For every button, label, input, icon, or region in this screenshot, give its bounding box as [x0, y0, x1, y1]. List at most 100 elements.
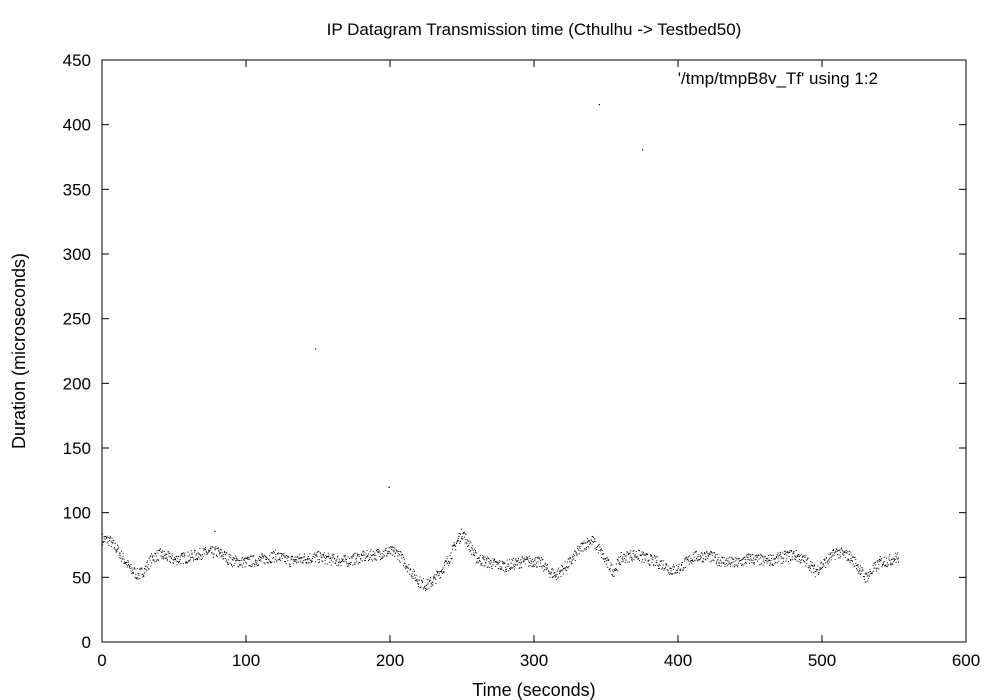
data-point: [136, 577, 138, 579]
data-point: [285, 561, 286, 562]
data-point: [486, 556, 488, 558]
data-point: [415, 579, 417, 581]
data-point: [244, 558, 246, 560]
data-point: [603, 553, 605, 555]
legend-label: '/tmp/tmpB8v_Tf' using 1:2: [678, 69, 878, 88]
data-point: [106, 537, 107, 539]
data-point: [799, 554, 801, 556]
data-point: [631, 557, 633, 559]
data-point: [650, 555, 652, 557]
data-point: [459, 542, 461, 544]
data-point: [753, 561, 755, 563]
data-point: [691, 560, 693, 561]
data-point: [566, 566, 568, 568]
data-point: [373, 555, 375, 557]
data-point: [608, 560, 610, 562]
data-point: [400, 551, 402, 553]
data-point: [822, 563, 824, 565]
data-point: [360, 559, 362, 561]
data-point: [557, 569, 559, 571]
data-point: [505, 568, 507, 570]
data-point: [882, 564, 884, 566]
data-point: [228, 554, 230, 556]
data-point: [775, 558, 777, 560]
data-point: [793, 551, 795, 552]
data-point: [664, 567, 666, 569]
data-point: [226, 552, 228, 554]
data-point: [243, 559, 245, 561]
data-point: [835, 550, 837, 552]
data-point: [583, 540, 585, 542]
data-point: [433, 576, 435, 578]
data-point: [894, 552, 896, 554]
data-point: [222, 558, 224, 560]
data-point: [708, 553, 710, 555]
data-point: [105, 538, 107, 540]
data-point: [380, 559, 381, 561]
data-point: [736, 557, 738, 559]
data-point: [482, 555, 484, 557]
data-point: [863, 576, 865, 578]
data-point: [701, 552, 703, 554]
data-point: [526, 557, 528, 559]
data-point: [372, 550, 374, 552]
data-point: [756, 556, 758, 558]
data-point: [330, 559, 332, 561]
data-point: [231, 566, 233, 568]
data-point: [155, 553, 157, 555]
data-point: [758, 554, 760, 556]
data-point: [331, 557, 333, 559]
data-point: [284, 556, 286, 558]
data-point: [696, 560, 698, 562]
data-point: [510, 566, 512, 568]
data-point: [688, 560, 690, 562]
data-point: [852, 560, 853, 562]
data-point: [249, 565, 251, 567]
data-point: [192, 556, 194, 558]
data-point: [378, 551, 380, 553]
data-point: [593, 541, 594, 543]
data-point: [737, 564, 739, 566]
data-point: [555, 575, 557, 577]
data-point: [876, 567, 878, 569]
data-point: [455, 545, 457, 547]
data-point: [519, 567, 521, 569]
data-point: [627, 554, 629, 555]
data-point: [441, 571, 442, 573]
chart-title: IP Datagram Transmission time (Cthulhu -…: [327, 20, 742, 39]
data-point: [449, 561, 451, 563]
data-point: [711, 552, 713, 554]
data-point: [522, 561, 524, 563]
data-point: [844, 551, 846, 553]
data-point: [409, 574, 411, 576]
data-point: [684, 558, 686, 560]
data-point: [354, 563, 356, 565]
data-point: [280, 560, 282, 562]
data-point: [113, 540, 115, 541]
data-point: [576, 554, 578, 556]
data-point: [795, 556, 797, 558]
data-point: [747, 558, 749, 560]
data-point: [275, 553, 277, 555]
data-point: [294, 556, 296, 558]
data-point: [562, 569, 564, 571]
data-point: [368, 558, 370, 560]
data-point: [161, 557, 163, 559]
data-point: [463, 532, 465, 534]
data-point: [428, 578, 430, 580]
x-tick-label: 400: [664, 651, 692, 670]
data-point: [795, 550, 797, 551]
data-point: [564, 567, 566, 569]
data-point: [685, 556, 687, 558]
data-point: [825, 556, 827, 558]
data-point: [239, 560, 240, 562]
data-point: [797, 556, 799, 557]
data-point: [881, 557, 883, 559]
data-point: [495, 561, 497, 563]
data-point: [879, 556, 881, 558]
data-point: [715, 556, 716, 558]
data-point: [263, 562, 265, 564]
data-point: [819, 568, 821, 570]
data-point: [251, 563, 253, 565]
data-point: [338, 560, 340, 562]
